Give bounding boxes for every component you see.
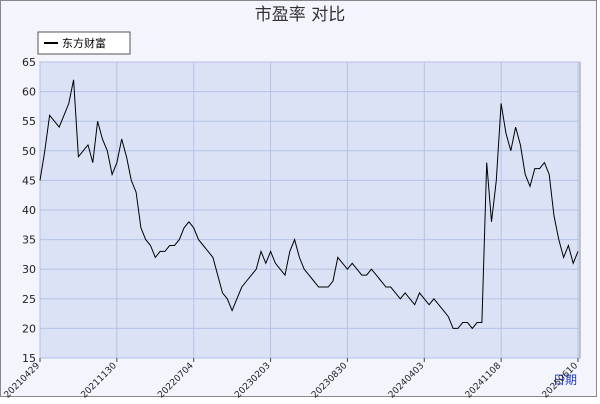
y-tick-label: 55: [22, 115, 36, 128]
y-tick-label: 35: [22, 234, 36, 247]
y-tick-label: 50: [22, 145, 36, 158]
x-axis-label: 日期: [553, 373, 577, 387]
y-tick-label: 30: [22, 263, 36, 276]
y-tick-label: 20: [22, 322, 36, 335]
legend: 东方财富: [37, 31, 131, 55]
y-tick-label: 65: [22, 56, 36, 69]
data-line: [39, 79, 579, 330]
chart-title: 市盈率 对比: [255, 5, 345, 25]
y-tick-label: 25: [22, 293, 36, 306]
y-tick-label: 15: [22, 352, 36, 365]
y-tick-label: 60: [22, 86, 36, 99]
legend-box: [37, 31, 131, 55]
legend-label: 东方财富: [62, 36, 106, 50]
y-tick-label: 45: [22, 174, 36, 187]
y-tick-label: 40: [22, 204, 36, 217]
